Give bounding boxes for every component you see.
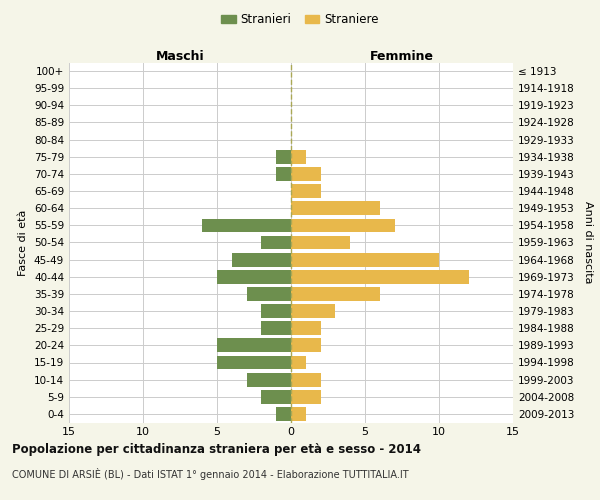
Bar — [217, 338, 291, 352]
Bar — [291, 338, 320, 352]
Bar — [276, 167, 291, 181]
Bar — [262, 390, 291, 404]
Bar — [291, 202, 380, 215]
Bar — [291, 167, 320, 181]
Bar — [262, 322, 291, 335]
Bar — [291, 150, 306, 164]
Bar — [247, 373, 291, 386]
Bar — [291, 236, 350, 250]
Bar — [276, 407, 291, 421]
Bar — [232, 253, 291, 266]
Text: Popolazione per cittadinanza straniera per età e sesso - 2014: Popolazione per cittadinanza straniera p… — [12, 442, 421, 456]
Y-axis label: Fasce di età: Fasce di età — [19, 210, 28, 276]
Bar — [291, 184, 320, 198]
Bar — [291, 287, 380, 301]
Bar — [247, 287, 291, 301]
Bar — [291, 407, 306, 421]
Y-axis label: Anni di nascita: Anni di nascita — [583, 201, 593, 284]
Bar — [291, 218, 395, 232]
Legend: Stranieri, Straniere: Stranieri, Straniere — [217, 8, 383, 31]
Bar — [291, 390, 320, 404]
Bar — [262, 304, 291, 318]
Bar — [217, 356, 291, 370]
Text: COMUNE DI ARSIÈ (BL) - Dati ISTAT 1° gennaio 2014 - Elaborazione TUTTITALIA.IT: COMUNE DI ARSIÈ (BL) - Dati ISTAT 1° gen… — [12, 468, 409, 480]
Bar — [291, 270, 469, 283]
Bar — [202, 218, 291, 232]
Bar — [291, 322, 320, 335]
Bar — [291, 253, 439, 266]
Bar — [276, 150, 291, 164]
Bar — [291, 373, 320, 386]
Bar — [291, 356, 306, 370]
Bar — [262, 236, 291, 250]
Text: Femmine: Femmine — [370, 50, 434, 62]
Bar — [217, 270, 291, 283]
Text: Maschi: Maschi — [155, 50, 205, 62]
Bar — [291, 304, 335, 318]
